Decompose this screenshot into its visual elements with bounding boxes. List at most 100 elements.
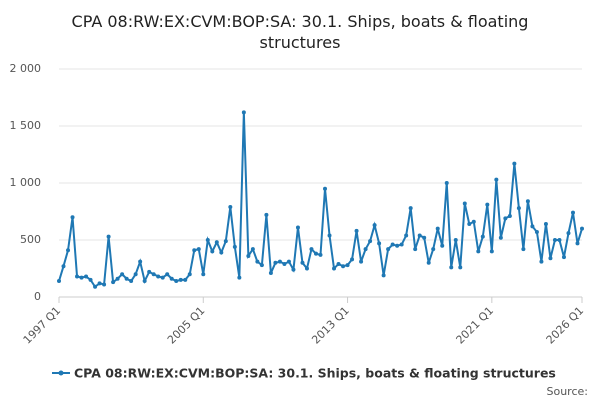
point bbox=[435, 226, 440, 231]
point bbox=[237, 275, 242, 280]
point bbox=[138, 259, 143, 264]
point bbox=[404, 233, 409, 238]
y-tick-label: 1 500 bbox=[10, 119, 42, 132]
point bbox=[377, 241, 382, 246]
point bbox=[295, 225, 300, 230]
point bbox=[165, 272, 170, 277]
point bbox=[111, 280, 116, 285]
point bbox=[70, 215, 75, 220]
point bbox=[543, 222, 548, 227]
title-line: structures bbox=[260, 33, 341, 52]
point bbox=[552, 238, 557, 242]
point bbox=[521, 247, 526, 252]
point bbox=[151, 272, 156, 277]
point bbox=[219, 250, 224, 255]
point bbox=[129, 279, 134, 284]
point bbox=[426, 260, 431, 265]
point bbox=[183, 277, 188, 282]
point bbox=[88, 277, 93, 282]
point bbox=[557, 238, 562, 242]
point bbox=[485, 202, 490, 207]
point bbox=[318, 252, 323, 257]
point bbox=[201, 272, 206, 277]
point bbox=[277, 259, 282, 264]
point bbox=[187, 272, 192, 277]
point bbox=[79, 275, 84, 280]
point bbox=[160, 275, 165, 280]
point bbox=[323, 186, 328, 191]
point bbox=[282, 261, 287, 266]
point bbox=[291, 267, 296, 272]
point bbox=[196, 247, 201, 252]
point bbox=[66, 248, 71, 253]
point bbox=[57, 279, 61, 284]
point bbox=[241, 110, 246, 115]
legend-label: CPA 08:RW:EX:CVM:BOP:SA: 30.1. Ships, bo… bbox=[74, 366, 556, 381]
source: Source: bbox=[547, 385, 589, 398]
point bbox=[268, 271, 273, 276]
point bbox=[210, 249, 215, 254]
point bbox=[178, 277, 183, 282]
point bbox=[548, 256, 553, 261]
point bbox=[471, 219, 476, 224]
point bbox=[232, 244, 237, 249]
point bbox=[381, 273, 386, 278]
point bbox=[120, 272, 125, 277]
legend-marker bbox=[58, 370, 64, 376]
point bbox=[255, 259, 260, 264]
point bbox=[525, 199, 530, 204]
point bbox=[228, 204, 233, 209]
point bbox=[575, 241, 580, 246]
point bbox=[359, 259, 364, 264]
point bbox=[147, 269, 152, 274]
point bbox=[102, 282, 107, 287]
point bbox=[250, 247, 255, 252]
point bbox=[570, 210, 575, 215]
point bbox=[413, 247, 418, 252]
point bbox=[530, 224, 535, 229]
point bbox=[345, 263, 350, 268]
point bbox=[336, 261, 341, 266]
point bbox=[580, 226, 584, 231]
point bbox=[512, 161, 517, 166]
point bbox=[467, 222, 472, 227]
point bbox=[115, 276, 120, 281]
point bbox=[174, 279, 179, 284]
point bbox=[156, 274, 161, 279]
point bbox=[498, 235, 503, 240]
point bbox=[304, 266, 309, 271]
point bbox=[399, 242, 404, 247]
point bbox=[458, 265, 463, 270]
point bbox=[422, 235, 427, 240]
point bbox=[386, 247, 391, 252]
point bbox=[476, 249, 481, 254]
point bbox=[503, 216, 508, 221]
point bbox=[106, 234, 111, 239]
point bbox=[444, 181, 449, 185]
point bbox=[93, 284, 98, 289]
point bbox=[440, 243, 445, 248]
point bbox=[431, 247, 436, 252]
point bbox=[566, 231, 571, 236]
point bbox=[516, 206, 521, 211]
point bbox=[363, 247, 368, 252]
point bbox=[341, 264, 346, 269]
point bbox=[246, 253, 251, 258]
point bbox=[539, 259, 544, 264]
chart-title: CPA 08:RW:EX:CVM:BOP:SA: 30.1. Ships, bo… bbox=[72, 12, 529, 52]
point bbox=[264, 212, 269, 217]
point bbox=[449, 265, 454, 270]
point bbox=[327, 233, 332, 238]
point bbox=[142, 279, 147, 284]
point bbox=[75, 274, 80, 279]
point bbox=[507, 214, 512, 219]
y-tick-label: 0 bbox=[34, 290, 41, 303]
point bbox=[309, 247, 314, 252]
point bbox=[408, 206, 413, 211]
y-tick-label: 2 000 bbox=[10, 62, 42, 75]
point bbox=[61, 264, 66, 269]
point bbox=[273, 260, 278, 265]
y-tick-label: 500 bbox=[20, 233, 41, 246]
